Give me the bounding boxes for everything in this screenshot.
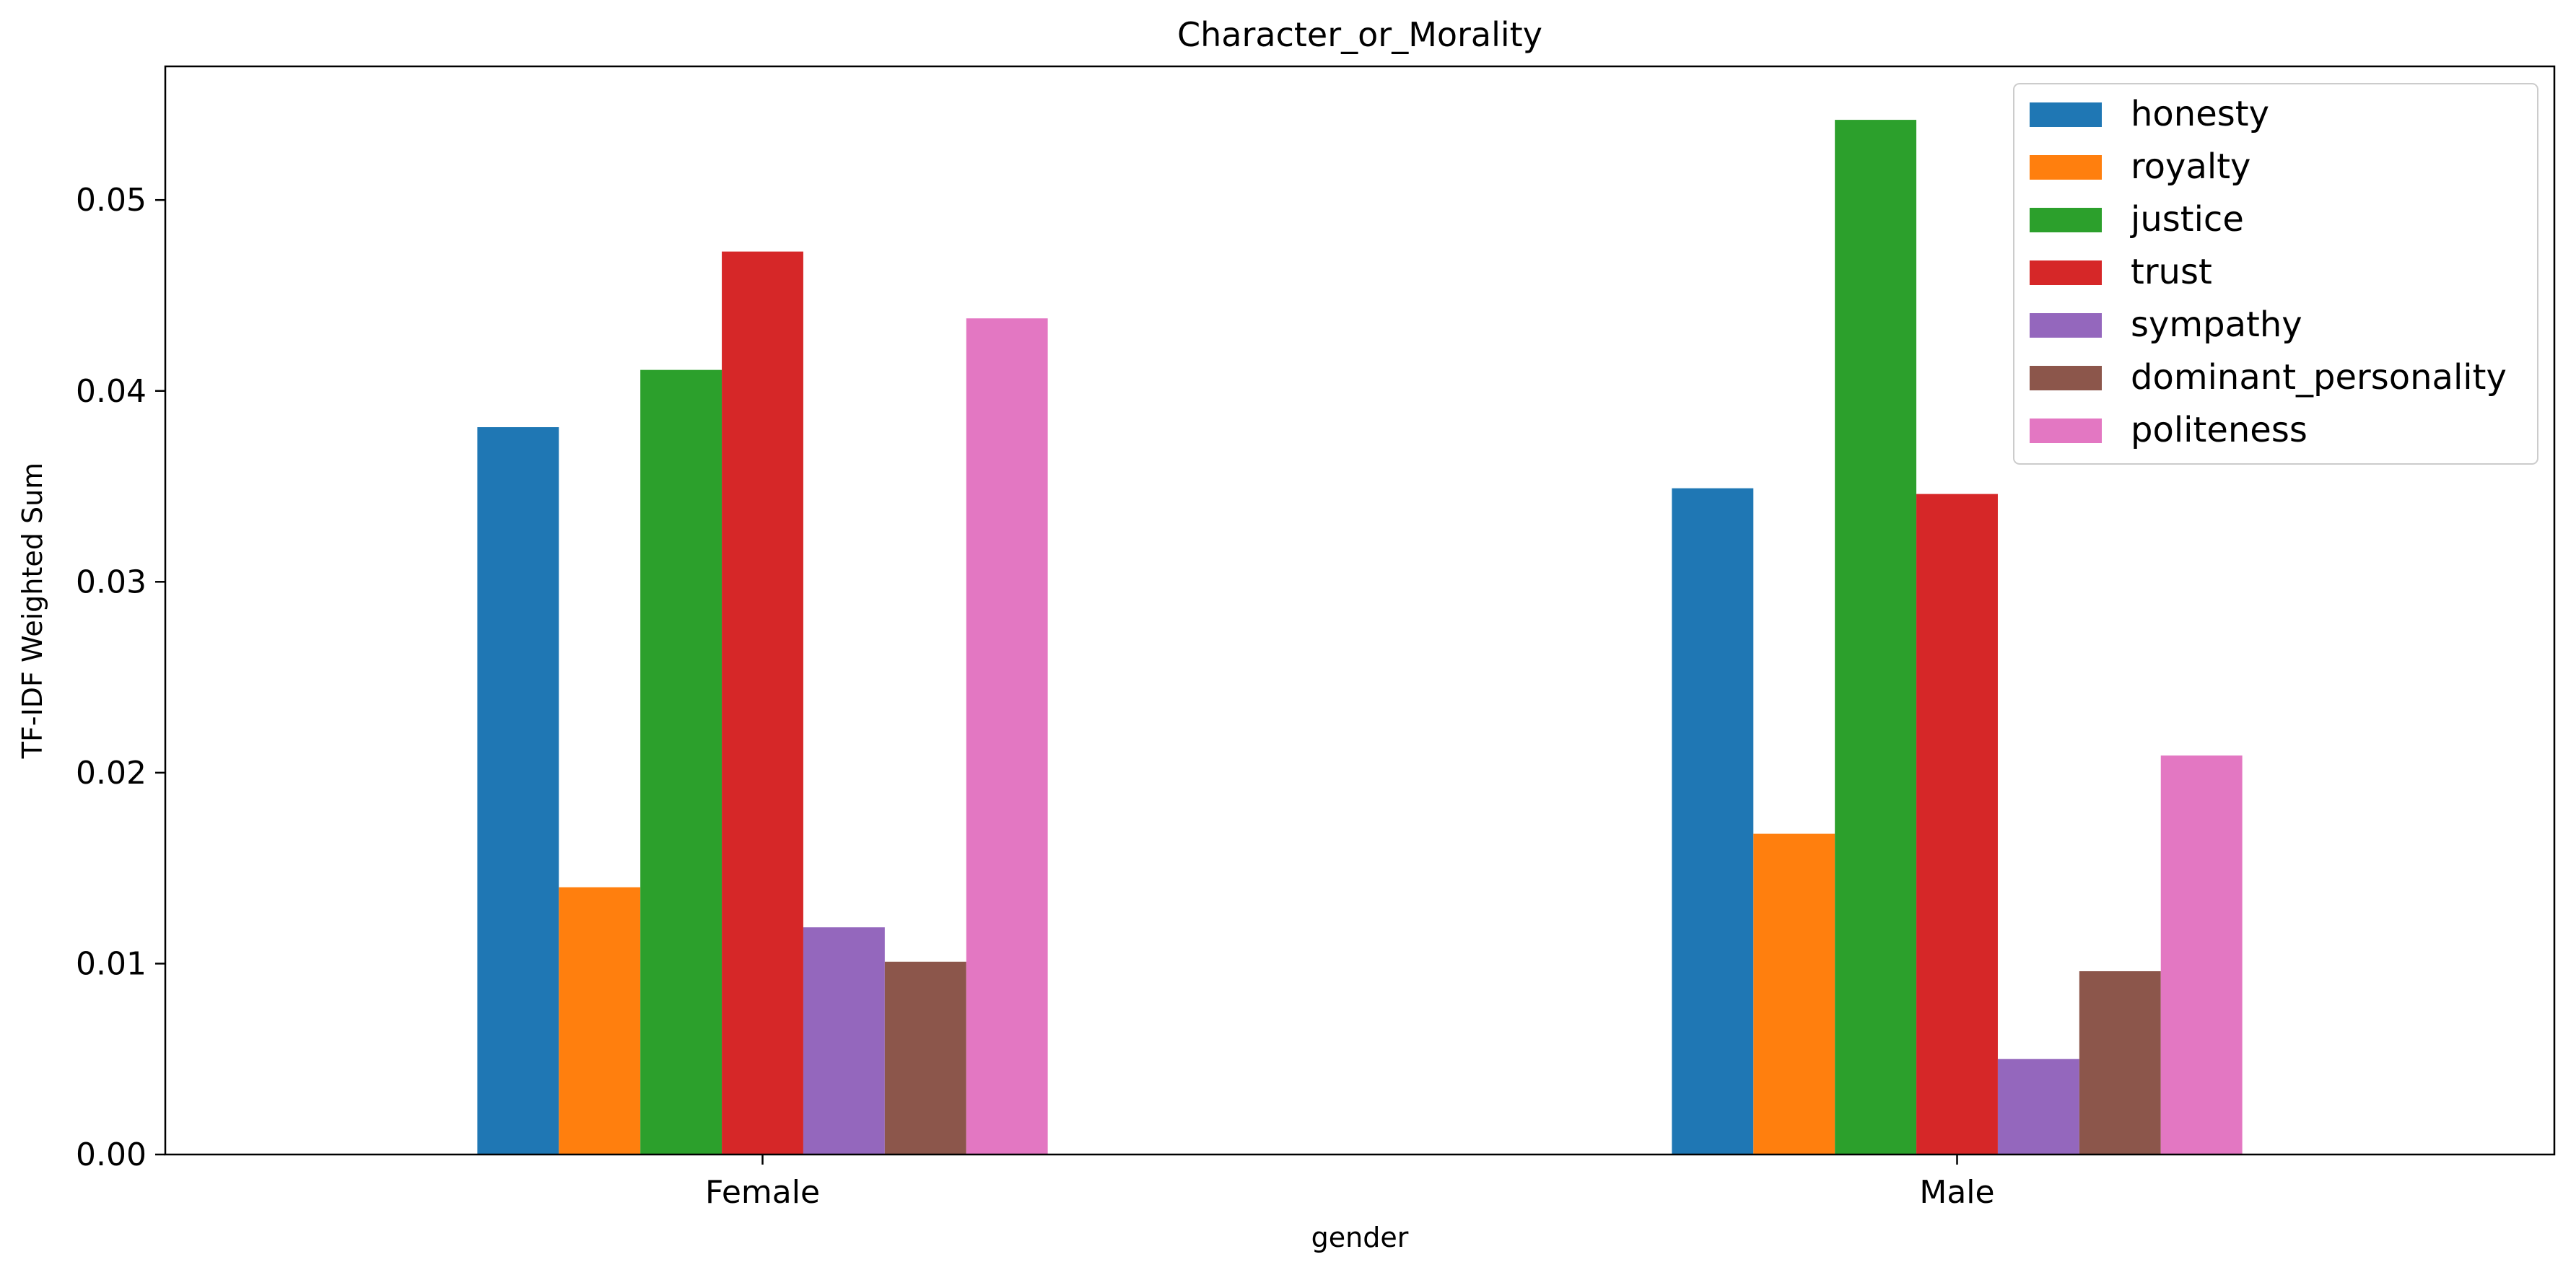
bar-sympathy-male — [1997, 1059, 2079, 1154]
bar-honesty-female — [477, 427, 559, 1154]
y-tick-label: 0.02 — [76, 755, 147, 792]
bar-justice-female — [640, 369, 722, 1154]
x-tick-label: Female — [705, 1174, 820, 1211]
bar-justice-male — [1835, 120, 1917, 1155]
legend-swatch-royalty — [2030, 155, 2102, 180]
bar-politeness-female — [966, 318, 1048, 1155]
legend: honesty royalty justice trust sympathy domina… — [2013, 83, 2538, 465]
legend-swatch-dominant_personality — [2030, 366, 2102, 390]
plot-frame — [164, 65, 2556, 1156]
legend-label-royalty: royalty — [2131, 146, 2250, 187]
y-tick-label: 0.01 — [76, 945, 147, 982]
bar-dominant_personality-male — [2079, 971, 2161, 1154]
x-axis-label: gender — [1311, 1222, 1409, 1253]
legend-swatch-honesty — [2030, 102, 2102, 127]
y-axis-label: TF-IDF Weighted Sum — [17, 463, 48, 759]
x-tick-label: Male — [1919, 1174, 1994, 1211]
bar-trust-female — [722, 251, 803, 1154]
bar-trust-male — [1916, 494, 1998, 1154]
legend-label-honesty: honesty — [2131, 94, 2269, 134]
legend-label-trust: trust — [2131, 252, 2212, 292]
bar-dominant_personality-female — [884, 961, 966, 1154]
legend-label-dominant_personality: dominant_personality — [2131, 357, 2507, 398]
legend-swatch-trust — [2030, 260, 2102, 285]
legend-label-politeness: politeness — [2131, 410, 2308, 450]
legend-swatch-justice — [2030, 208, 2102, 232]
legend-label-justice: justice — [2130, 199, 2244, 240]
y-axis: 0.00 0.01 0.02 0.03 0.04 0.05 — [76, 182, 165, 1173]
y-tick-label: 0.04 — [76, 373, 147, 410]
legend-label-sympathy: sympathy — [2131, 304, 2302, 345]
y-tick-label: 0.00 — [76, 1136, 147, 1173]
y-tick-label: 0.03 — [76, 564, 147, 600]
bars-group — [477, 120, 2243, 1155]
y-tick-label: 0.05 — [76, 182, 147, 219]
bar-honesty-male — [1672, 488, 1754, 1154]
legend-swatch-sympathy — [2030, 313, 2102, 338]
legend-swatch-politeness — [2030, 419, 2102, 443]
bar-sympathy-female — [803, 927, 885, 1154]
bar-politeness-male — [2160, 755, 2243, 1154]
bar-royalty-male — [1753, 833, 1835, 1154]
legend-box — [2013, 83, 2538, 465]
chart-title: Character_or_Morality — [1177, 15, 1542, 54]
bar-royalty-female — [559, 887, 641, 1154]
x-axis: Female Male — [705, 1154, 1995, 1211]
